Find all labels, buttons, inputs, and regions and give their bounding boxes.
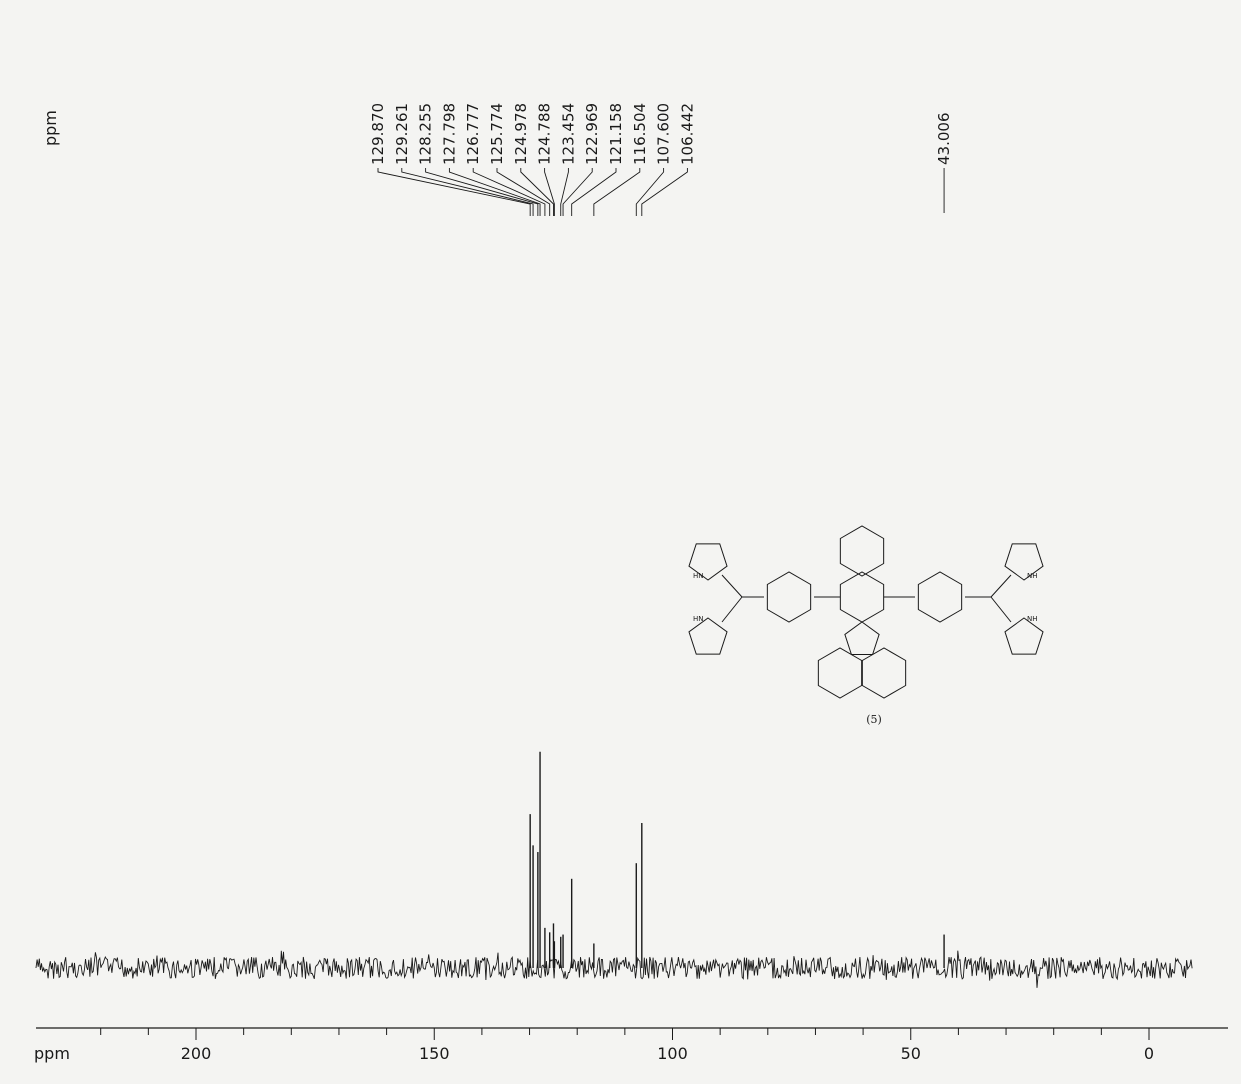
peak-label: 124.978 (512, 103, 530, 165)
spectrum-peaks (529, 751, 945, 968)
peak-label: 107.600 (655, 103, 673, 165)
x-tick-label: 200 (181, 1044, 212, 1063)
benzene-ring (839, 571, 885, 623)
peak-label-leader (562, 168, 593, 216)
peak-label-leader (544, 168, 555, 216)
peak-label-leader (425, 168, 539, 216)
peak-label-axis-title: ppm (41, 110, 60, 146)
benzene-ring (861, 647, 907, 699)
bond (721, 574, 743, 598)
peak-label: 128.255 (417, 103, 435, 165)
peak-label: 127.798 (440, 103, 458, 165)
pyrrole-ring (1004, 543, 1044, 581)
peak-label-leader (641, 168, 688, 216)
peak-label: 124.788 (536, 103, 554, 165)
atom-label: HN (693, 615, 704, 623)
x-axis-title: ppm (34, 1044, 70, 1063)
atom-label: NH (1027, 615, 1038, 623)
peak-label-leader (377, 168, 531, 216)
peak-label-leader (472, 168, 546, 216)
phenyl-ring (917, 571, 963, 623)
x-tick-label: 50 (901, 1044, 921, 1063)
phenyl-ring (766, 571, 812, 623)
peak-label-leader (448, 168, 541, 216)
x-tick-label: 150 (419, 1044, 450, 1063)
peak-label-leader (560, 168, 569, 216)
peak-label-leader (496, 168, 551, 216)
bond (990, 596, 1012, 623)
peak-label: 126.777 (464, 103, 482, 165)
peak-label: 129.870 (369, 103, 387, 165)
peak-label: 121.158 (607, 103, 625, 165)
bond (990, 574, 1012, 598)
peak-label-leader (401, 168, 534, 216)
pyrrole-ring (1004, 617, 1044, 655)
x-axis: 200 150 100 50 0 ppm ppm (34, 110, 1228, 1063)
compound-label: (5) (866, 713, 882, 726)
peak-label: 129.261 (393, 103, 411, 165)
pyrrole-ring (688, 543, 728, 581)
peak-label-leader (635, 168, 665, 216)
peak-label: 123.454 (559, 103, 577, 165)
peak-label: 122.969 (583, 103, 601, 165)
baseline-noise-trace (35, 950, 1193, 988)
benzene-ring (839, 525, 885, 577)
benzene-ring (817, 647, 863, 699)
chemical-structure: HN HN NH NH (5) (688, 525, 1044, 726)
peak-label: 43.006 (935, 113, 953, 166)
peak-label: 116.504 (631, 103, 649, 165)
peak-label-group: 129.870 129.261 128.255 127.798 126.777 125.7… (369, 103, 953, 216)
five-membered-ring (844, 621, 880, 656)
peak-label-leader (520, 168, 554, 216)
x-tick-label: 100 (657, 1044, 688, 1063)
atom-label: NH (1027, 572, 1038, 580)
spectrum-baseline-noise (35, 950, 1193, 988)
peak-label-leader (593, 168, 641, 216)
bond (721, 596, 743, 623)
peak-label-leader (571, 168, 617, 216)
peak-label: 125.774 (488, 103, 506, 165)
peak-label: 106.442 (678, 103, 696, 165)
pyrrole-ring (688, 617, 728, 655)
x-tick-label: 0 (1144, 1044, 1154, 1063)
atom-label: HN (693, 572, 704, 580)
